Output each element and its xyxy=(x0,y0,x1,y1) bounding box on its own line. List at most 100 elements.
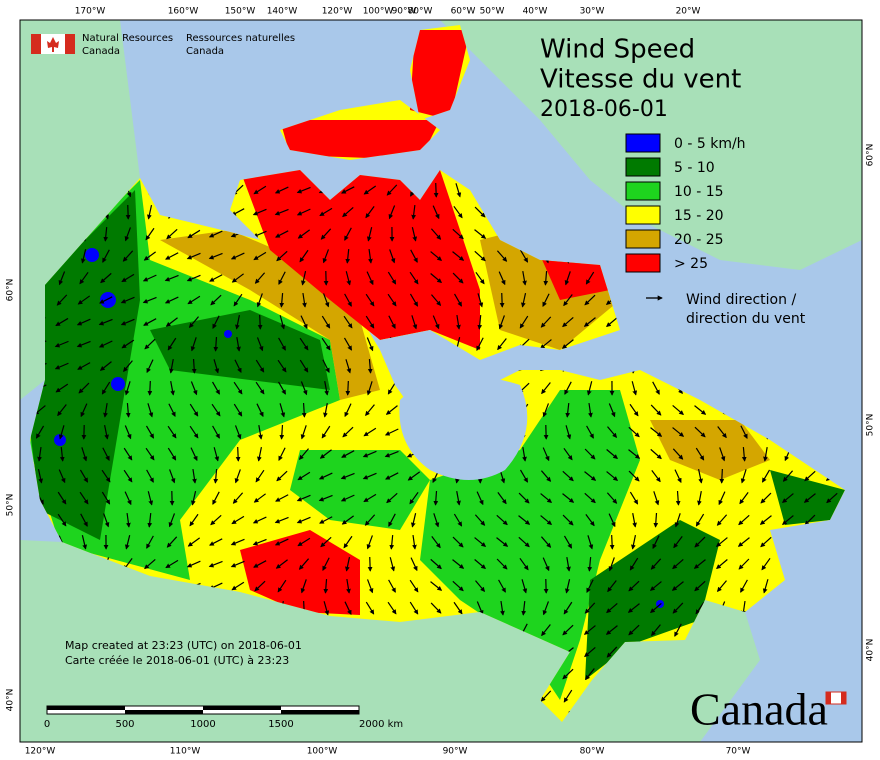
wind-arrow xyxy=(583,625,596,635)
wind-arrow xyxy=(274,538,289,546)
graticule-right: 50°N xyxy=(866,414,876,437)
wind-arrow xyxy=(231,273,244,283)
wind-arrow xyxy=(341,450,355,458)
wind-arrow xyxy=(255,359,265,373)
wind-arrow xyxy=(81,447,88,462)
wind-arrow xyxy=(694,426,706,438)
wind-arrow xyxy=(124,381,131,396)
wind-arrow xyxy=(213,336,219,352)
wind-arrow xyxy=(145,447,155,461)
wind-arrow xyxy=(606,646,618,658)
wind-arrow xyxy=(301,402,307,418)
wind-arrow xyxy=(387,271,397,285)
wind-arrow xyxy=(476,601,484,616)
scale-label: 1000 xyxy=(190,719,215,730)
wind-arrow xyxy=(389,249,396,264)
wind-arrow xyxy=(607,426,618,438)
wind-arrow xyxy=(147,403,154,418)
wind-arrow xyxy=(255,381,265,395)
wind-arrow xyxy=(101,381,111,395)
graticule-bottom: 90°W xyxy=(443,747,468,757)
wind-arrow xyxy=(387,381,397,395)
wind-arrow xyxy=(629,403,639,417)
wind-arrow xyxy=(321,425,331,439)
wind-arrow xyxy=(186,560,201,568)
agency-fr: Ressources naturelles xyxy=(186,33,295,44)
wind-arrow xyxy=(54,362,69,370)
wind-arrow xyxy=(101,491,111,505)
wind-arrow xyxy=(235,446,241,462)
wind-arrow xyxy=(189,513,199,527)
graticule-top: 100°W xyxy=(363,7,394,17)
wind-arrow xyxy=(58,271,66,286)
wind-arrow xyxy=(341,515,354,525)
wind-arrow xyxy=(411,227,418,242)
wind-arrow xyxy=(584,294,596,306)
wind-arrow xyxy=(37,469,43,484)
wind-arrow xyxy=(606,602,618,614)
wind-arrow xyxy=(146,469,154,483)
wind-arrow xyxy=(122,250,134,262)
graticule-bottom: 70°W xyxy=(726,747,751,757)
wind-arrow xyxy=(430,273,442,283)
wind-arrow xyxy=(102,249,110,263)
wind-arrow xyxy=(147,205,153,220)
wind-arrow xyxy=(124,491,132,506)
wind-arrow xyxy=(124,535,131,550)
wind-arrow xyxy=(587,535,594,550)
wind-arrow xyxy=(274,516,289,524)
wind-arrow xyxy=(407,471,421,481)
wind-arrow xyxy=(79,469,89,483)
wind-arrow xyxy=(628,449,641,459)
wind-arrow xyxy=(584,471,597,481)
wind-arrow xyxy=(672,448,684,460)
wind-arrow xyxy=(323,578,329,594)
wind-arrow xyxy=(209,274,223,282)
wind-arrow xyxy=(80,513,88,527)
graticule-top: 160°W xyxy=(168,7,199,17)
zone-5-10 xyxy=(585,520,720,680)
wind-arrow xyxy=(230,538,245,546)
wind-arrow xyxy=(343,315,353,329)
wind-arrow xyxy=(565,425,572,440)
wind-arrow xyxy=(540,536,552,548)
wind-arrow xyxy=(388,579,396,593)
graticule-top: 30°W xyxy=(580,7,605,17)
wind-arrow xyxy=(278,447,286,461)
wind-arrow xyxy=(212,315,220,329)
wind-arrow xyxy=(386,184,398,196)
scale-segment xyxy=(203,706,281,710)
wind-arrow xyxy=(522,271,527,286)
wind-arrow xyxy=(58,469,66,484)
wind-arrow xyxy=(521,579,528,594)
wind-arrow xyxy=(55,383,69,393)
wind-arrow xyxy=(300,271,307,286)
wind-arrow xyxy=(76,340,91,348)
wind-arrow xyxy=(35,425,45,439)
wind-arrow xyxy=(716,580,727,592)
graticule-right: 60°N xyxy=(866,144,876,167)
wind-arrow xyxy=(279,315,286,330)
wind-arrow xyxy=(497,338,507,351)
wind-arrow xyxy=(252,208,267,216)
wind-arrow xyxy=(187,537,201,547)
wind-arrow xyxy=(411,315,418,330)
wind-arrow xyxy=(763,446,768,462)
wind-arrow xyxy=(120,318,135,326)
wind-arrow xyxy=(452,251,465,261)
wind-arrow xyxy=(275,230,289,238)
graticule-bottom: 80°W xyxy=(580,747,605,757)
wind-arrow xyxy=(496,250,508,262)
wind-arrow xyxy=(476,337,484,351)
wind-arrow xyxy=(695,601,705,615)
wind-arrow xyxy=(213,447,220,462)
wind-arrow xyxy=(257,447,263,462)
wind-arrow xyxy=(474,537,487,547)
wind-arrow xyxy=(98,318,113,326)
wind-arrow xyxy=(213,359,220,374)
wind-arrow xyxy=(632,513,637,528)
wind-arrow xyxy=(542,601,550,616)
wind-arrow xyxy=(298,448,309,460)
wind-arrow xyxy=(59,446,65,462)
wind-arrow xyxy=(384,428,399,436)
